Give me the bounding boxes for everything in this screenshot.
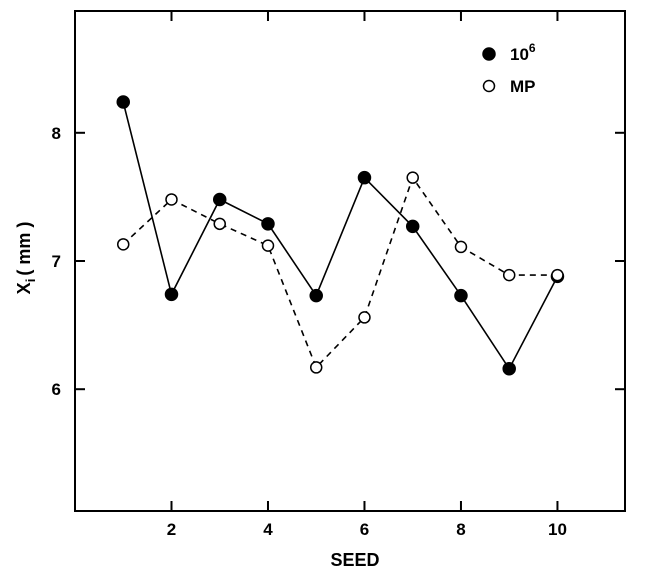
data-point-series-2 — [454, 240, 468, 254]
legend: 106 MP — [482, 41, 536, 96]
data-point-series-2 — [502, 268, 516, 282]
series-layer — [116, 95, 565, 376]
series-line-1 — [122, 101, 559, 371]
plot-frame — [74, 10, 626, 512]
data-point-series-1 — [309, 288, 323, 303]
data-point-series-1 — [212, 192, 227, 207]
series-line-2 — [122, 175, 558, 369]
data-point-series-1 — [502, 361, 516, 376]
x-tick-label: 10 — [548, 520, 567, 539]
data-point-series-2 — [358, 311, 371, 324]
legend-marker-open — [482, 79, 496, 93]
data-point-series-1 — [357, 170, 372, 185]
data-point-series-1 — [454, 288, 468, 303]
legend-label-1: 106 — [510, 41, 536, 64]
data-point-series-1 — [116, 95, 130, 109]
y-tick-label: 6 — [52, 380, 61, 399]
x-tick-label: 2 — [167, 520, 176, 539]
data-point-series-1 — [261, 217, 275, 231]
data-point-series-2 — [551, 268, 564, 282]
x-tick-label: 6 — [360, 520, 369, 539]
tick-labels: 2 4 6 8 10 6 7 8 — [52, 124, 567, 539]
x-tick-label: 4 — [263, 520, 273, 539]
data-point-series-2 — [406, 171, 419, 184]
x-axis-title: SEED — [330, 550, 379, 570]
x-tick-label: 8 — [456, 520, 465, 539]
axis-ticks — [75, 11, 625, 511]
y-axis-title: Xi( mm ) — [14, 222, 38, 295]
y-tick-label: 7 — [52, 252, 61, 271]
legend-marker-filled — [482, 47, 496, 61]
data-point-series-2 — [165, 193, 178, 206]
data-point-series-1 — [164, 287, 179, 302]
data-point-series-2 — [309, 361, 323, 374]
data-point-series-2 — [116, 238, 130, 251]
legend-label-2: MP — [510, 77, 536, 96]
data-point-series-2 — [261, 239, 275, 252]
y-tick-label: 8 — [52, 124, 61, 143]
data-point-series-2 — [213, 217, 226, 231]
data-point-series-1 — [405, 219, 420, 234]
